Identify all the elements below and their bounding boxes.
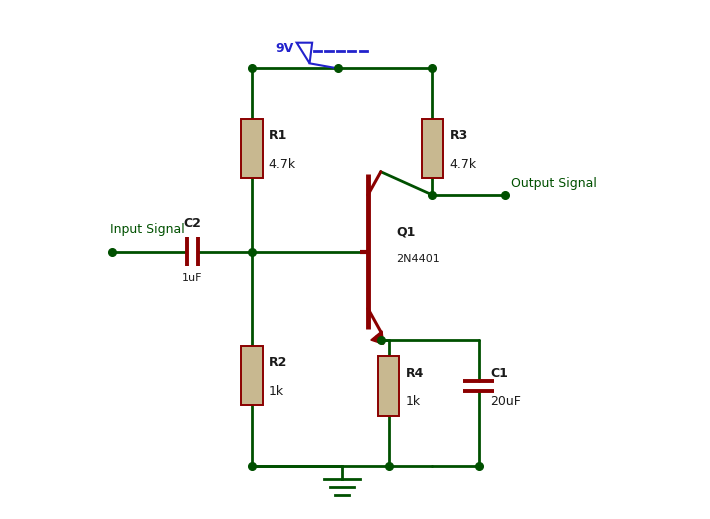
Text: Input Signal: Input Signal [110, 223, 185, 236]
Bar [422, 119, 443, 178]
Text: 20uF: 20uF [490, 395, 521, 408]
Bar [241, 119, 263, 178]
Bar [378, 356, 400, 416]
Polygon shape [297, 43, 312, 63]
Text: Output Signal: Output Signal [511, 177, 597, 190]
Text: 2N4401: 2N4401 [396, 254, 440, 264]
Text: R2: R2 [269, 357, 287, 370]
Text: R4: R4 [405, 367, 424, 380]
Bar [241, 346, 263, 405]
Text: C2: C2 [183, 217, 202, 230]
Text: 4.7k: 4.7k [269, 158, 296, 171]
Text: R3: R3 [449, 129, 468, 142]
Text: 4.7k: 4.7k [449, 158, 476, 171]
Text: C1: C1 [490, 367, 508, 380]
Text: Q1: Q1 [396, 226, 415, 239]
Text: R1: R1 [269, 129, 287, 142]
FancyArrow shape [371, 331, 383, 344]
Text: 1k: 1k [405, 395, 421, 408]
Text: 1uF: 1uF [182, 274, 202, 283]
Text: 1k: 1k [269, 385, 284, 398]
Text: 9V: 9V [276, 43, 294, 56]
